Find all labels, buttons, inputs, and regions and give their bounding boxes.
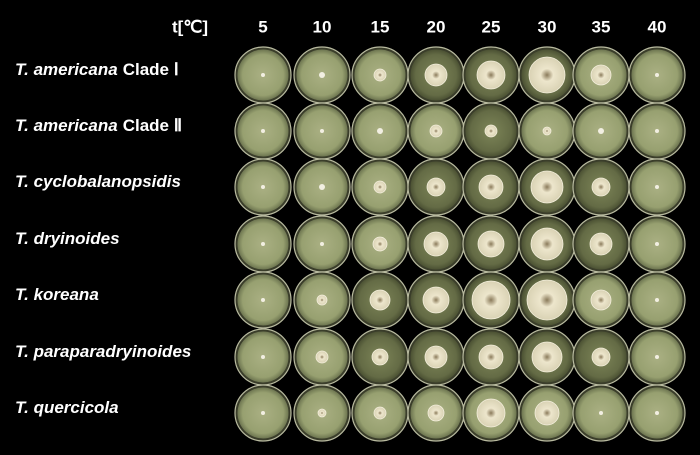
species-name: T. americana — [15, 116, 118, 135]
clade: Clade Ⅰ — [123, 60, 179, 79]
species-name: T. americana — [15, 60, 118, 79]
colony — [534, 400, 560, 426]
row-label: T. americana Clade Ⅱ — [15, 116, 182, 135]
colony — [590, 289, 612, 311]
colony — [317, 408, 327, 418]
colony — [478, 344, 504, 370]
row-label: T. americana Clade Ⅰ — [15, 60, 179, 79]
colony — [590, 64, 612, 86]
colony — [476, 60, 506, 90]
inoculum — [261, 298, 265, 302]
plate-grid — [234, 46, 686, 442]
row-label: T. dryinoides — [15, 229, 120, 248]
colony — [369, 289, 391, 311]
colony — [591, 177, 611, 197]
inoculum — [655, 129, 659, 133]
inoculum — [261, 129, 265, 133]
colony — [373, 68, 387, 82]
inoculum — [655, 185, 659, 189]
inoculum — [377, 128, 383, 134]
colony — [531, 341, 563, 373]
colony — [372, 236, 388, 252]
inoculum — [261, 73, 265, 77]
temperature-label: t[℃] — [172, 17, 208, 36]
colony — [471, 280, 511, 320]
colony — [528, 56, 566, 94]
colony — [427, 404, 445, 422]
inoculum — [320, 242, 324, 246]
species-name: T. quercicola — [15, 398, 119, 417]
colony — [423, 231, 449, 257]
inoculum — [598, 128, 604, 134]
inoculum — [319, 184, 325, 190]
inoculum — [261, 242, 265, 246]
inoculum — [655, 298, 659, 302]
inoculum — [655, 242, 659, 246]
colony — [429, 124, 443, 138]
colony — [316, 294, 328, 306]
colony — [484, 124, 498, 138]
colony — [424, 345, 448, 369]
colony — [315, 350, 329, 364]
temperature: 30 — [538, 17, 557, 36]
colony — [373, 180, 387, 194]
colony — [422, 286, 450, 314]
inoculum — [261, 185, 265, 189]
colony — [373, 406, 387, 420]
colony — [542, 126, 552, 136]
inoculum — [655, 355, 659, 359]
inoculum — [599, 411, 603, 415]
inoculum — [655, 411, 659, 415]
colony — [530, 227, 564, 261]
row-label: T. koreana — [15, 285, 99, 304]
species-name: T. cyclobalanopsidis — [15, 172, 181, 191]
inoculum — [261, 355, 265, 359]
row-label: T. cyclobalanopsidis — [15, 172, 181, 191]
colony — [589, 232, 613, 256]
inoculum — [261, 411, 265, 415]
temperature: 20 — [427, 17, 446, 36]
colony — [426, 177, 446, 197]
species-name: T. koreana — [15, 285, 99, 304]
colony — [371, 348, 389, 366]
colony — [477, 230, 505, 258]
colony — [476, 398, 506, 428]
species-name: T. dryinoides — [15, 229, 120, 248]
temperature: 5 — [258, 17, 267, 36]
temperature: 15 — [371, 17, 390, 36]
colony — [591, 347, 611, 367]
inoculum — [319, 72, 325, 78]
row-label: T. paraparadryinoides — [15, 342, 191, 361]
inoculum — [320, 129, 324, 133]
temperature: 35 — [592, 17, 611, 36]
colony — [424, 63, 448, 87]
colony — [526, 279, 568, 321]
temperature: 25 — [482, 17, 501, 36]
colony — [530, 170, 564, 204]
row-label: T. quercicola — [15, 398, 119, 417]
temperature: 40 — [648, 17, 667, 36]
clade: Clade Ⅱ — [123, 116, 182, 135]
inoculum — [655, 73, 659, 77]
colony — [478, 174, 504, 200]
temperature: 10 — [313, 17, 332, 36]
species-name: T. paraparadryinoides — [15, 342, 191, 361]
